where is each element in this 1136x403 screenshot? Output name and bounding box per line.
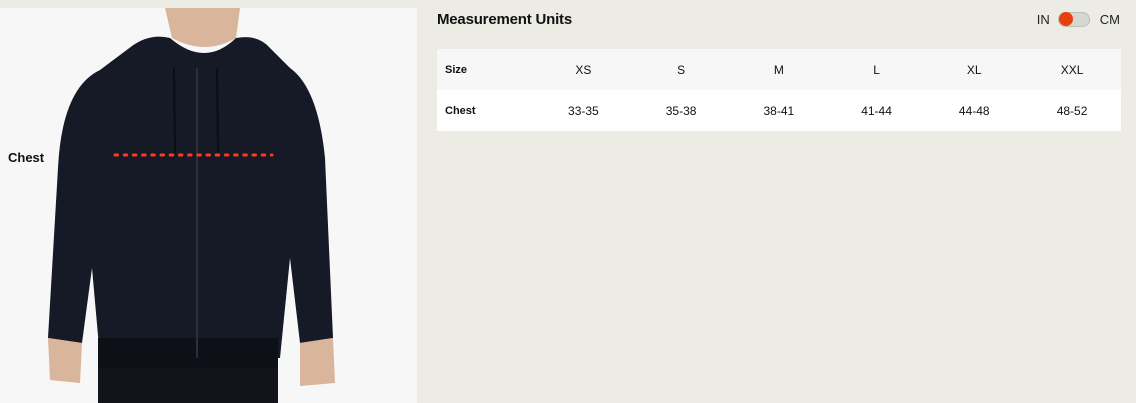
header-label: Size: [445, 63, 468, 76]
size-cell: XXL: [1060, 62, 1084, 77]
hoodie-model-illustration: [48, 8, 335, 403]
value-cell: 33-35: [568, 103, 599, 118]
value-cell: 41-44: [861, 103, 892, 118]
value-cell: 38-41: [763, 103, 795, 118]
table-row: Chest 33-35 35-38 38-41 41-44 44-48 48-5…: [437, 90, 1121, 131]
size-cell: S: [677, 62, 686, 77]
size-cell: XS: [575, 62, 592, 77]
page-title: Measurement Units: [437, 11, 572, 28]
row-label: Chest: [445, 104, 476, 117]
value-cell: 44-48: [958, 103, 990, 118]
unit-toggle-group: IN CM: [1037, 12, 1120, 27]
toggle-knob: [1058, 12, 1073, 26]
size-cell: XL: [966, 62, 982, 77]
unit-toggle[interactable]: [1057, 12, 1090, 27]
chest-label: Chest: [8, 150, 45, 165]
value-cell: 35-38: [665, 103, 697, 118]
unit-in-label[interactable]: IN: [1036, 12, 1050, 27]
value-cell: 48-52: [1056, 103, 1088, 118]
size-cell: L: [873, 62, 880, 77]
size-chart-table: Size XS S M L XL XXL Chest 33-35 35-38 3…: [437, 49, 1121, 131]
table-header-row: Size XS S M L XL XXL: [437, 49, 1121, 90]
size-cell: M: [773, 62, 784, 77]
unit-cm-label[interactable]: CM: [1099, 12, 1120, 27]
chest-measure-line: [113, 153, 274, 157]
product-image: Chest: [0, 8, 417, 403]
